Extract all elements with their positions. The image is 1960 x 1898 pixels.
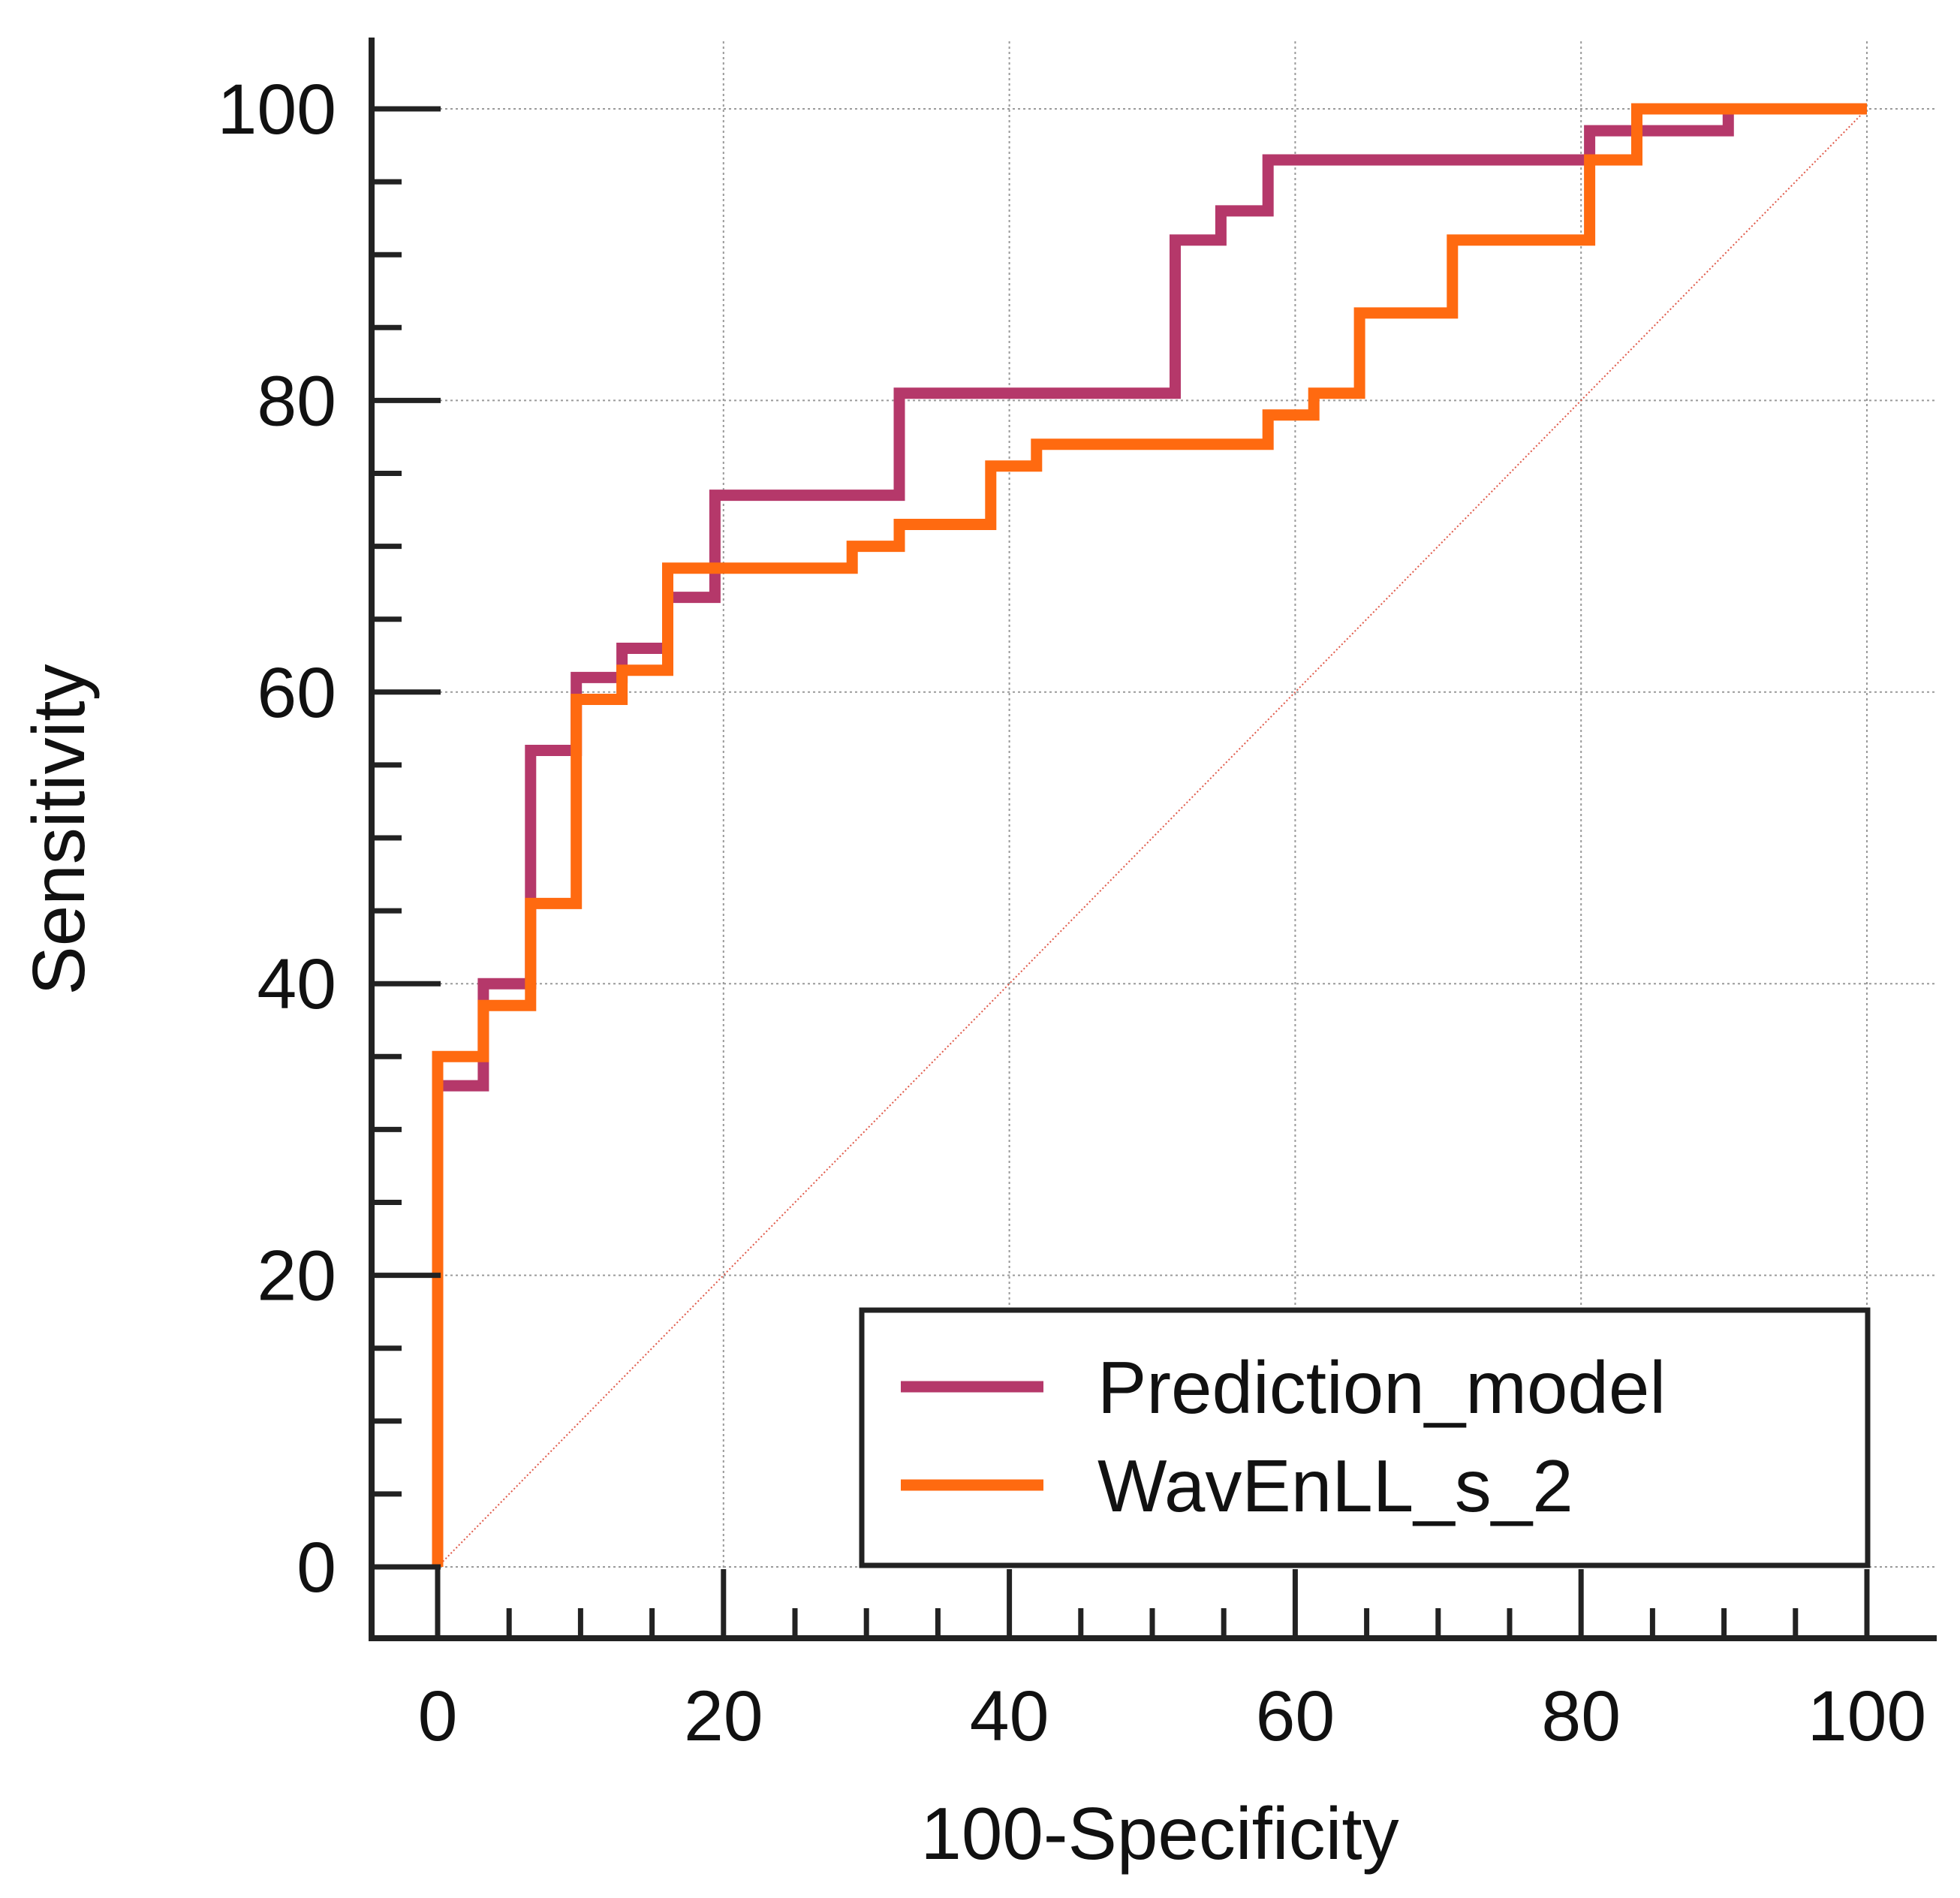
axes — [369, 38, 1937, 1641]
x-tick-label-4: 80 — [1541, 1677, 1621, 1756]
series-line-wavenll-s-2 — [432, 103, 1867, 1567]
y-tick-label-1: 20 — [257, 1237, 336, 1316]
tick-labels: 0 20 40 60 80 100 0 20 40 60 80 100 — [217, 70, 1926, 1756]
legend-box — [859, 1307, 1871, 1568]
y-tick-label-2: 40 — [257, 944, 336, 1024]
reference-diagonal — [437, 108, 1868, 1568]
x-tick-label-1: 20 — [684, 1677, 763, 1756]
x-tick-label-3: 60 — [1256, 1677, 1335, 1756]
reference-diagonal-group — [437, 108, 1868, 1568]
legend: Prediction_model WavEnLL_s_2 — [859, 1307, 1871, 1568]
series-lines — [432, 103, 1867, 1567]
x-tick-label-0: 0 — [418, 1677, 458, 1756]
y-tick-label-5: 100 — [217, 70, 336, 149]
x-tick-label-5: 100 — [1808, 1677, 1927, 1756]
y-tick-label-3: 60 — [257, 653, 336, 733]
x-axis-title: 100-Specificity — [920, 1792, 1398, 1875]
y-tick-label-4: 80 — [257, 361, 336, 441]
legend-label-prediction-model: Prediction_model — [1097, 1346, 1666, 1429]
legend-label-wavenll-s-2: WavEnLL_s_2 — [1097, 1445, 1573, 1527]
x-tick-label-2: 40 — [970, 1677, 1049, 1756]
y-tick-label-0: 0 — [297, 1528, 336, 1607]
y-axis-title: Sensitivity — [17, 664, 100, 995]
